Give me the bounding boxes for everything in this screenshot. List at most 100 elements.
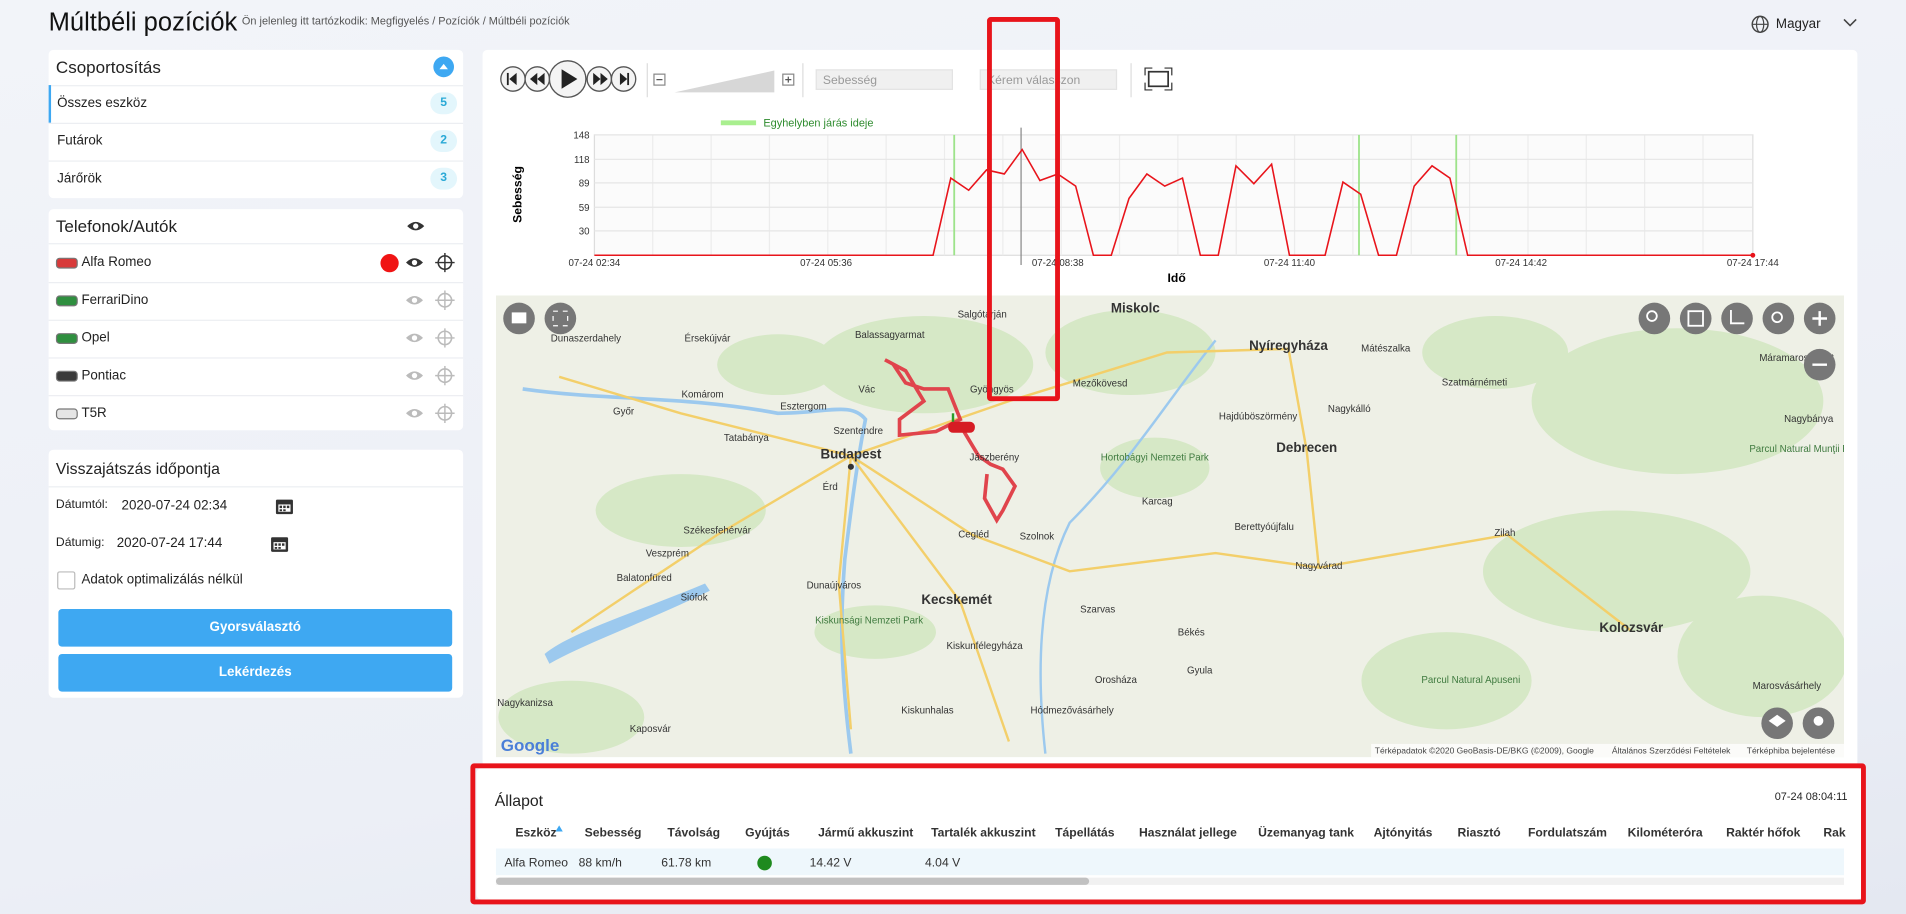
divider — [1130, 63, 1132, 98]
panel-title: Csoportosítás — [55, 57, 161, 77]
column-header[interactable]: Jármű akkuszint — [818, 826, 914, 840]
map-label: Szentendre — [833, 426, 883, 437]
google-logo: Google — [501, 736, 560, 755]
river-tisza — [1039, 339, 1217, 754]
map-label: Békés — [1178, 628, 1205, 639]
separator — [48, 395, 464, 397]
scrollbar-thumb[interactable] — [495, 877, 1090, 885]
checkbox[interactable] — [57, 571, 76, 590]
speed-select[interactable]: Sebesség — [815, 69, 953, 90]
device-name[interactable]: FerrariDino — [81, 292, 149, 308]
from-input[interactable]: 2020-07-24 02:34 — [121, 498, 228, 513]
map-label: Érd — [823, 482, 838, 493]
column-header[interactable]: Gyújtás — [745, 826, 790, 840]
map-label: Nagybánya — [1784, 414, 1834, 425]
column-header[interactable]: Üzemanyag tank — [1258, 826, 1355, 840]
map-label: Gyula — [1187, 665, 1213, 676]
terms-link[interactable]: Általános Szerződési Feltételek — [1612, 746, 1731, 756]
attribution-bar — [1371, 743, 1845, 758]
speed-line — [594, 148, 1753, 257]
legend-label: Egyhelyben járás ideje — [763, 117, 873, 129]
separator — [48, 319, 464, 321]
map-label: Szolnok — [1020, 532, 1055, 543]
group-item[interactable]: Összes eszköz — [57, 96, 148, 111]
language-select[interactable]: Magyar — [1775, 17, 1821, 32]
map-label: Hortobágyi Nemzeti Park — [1101, 453, 1209, 464]
color-dot — [380, 254, 399, 273]
calendar-icon[interactable] — [275, 497, 294, 515]
column-header[interactable]: Rak — [1823, 826, 1846, 840]
map[interactable]: Dunaszerdahely Érsekújvár Balassagyarmat Sa… — [495, 295, 1845, 758]
ignition-indicator — [757, 855, 772, 871]
map-label: Hajdúböszörmény — [1219, 411, 1297, 422]
divider — [646, 63, 648, 98]
separator — [48, 357, 464, 359]
column-header[interactable]: Fordulatszám — [1527, 826, 1607, 840]
car-marker — [948, 413, 975, 433]
separator — [48, 243, 464, 245]
device-name[interactable]: Opel — [81, 330, 110, 346]
column-header[interactable]: Ajtónyitás — [1373, 826, 1433, 840]
map-label: Kiskunhalas — [901, 706, 954, 717]
device-name[interactable]: T5R — [81, 405, 107, 421]
sort-indicator — [555, 825, 563, 832]
globe-icon — [1751, 15, 1769, 33]
column-header[interactable]: Tartalék akkuszint — [931, 826, 1036, 840]
x-axis-label: Idő — [1168, 271, 1186, 285]
map-label: Nyíregyháza — [1249, 338, 1328, 353]
panel-title: Telefonok/Autók — [55, 216, 178, 236]
x-tick-label: 07-24 02:34 — [568, 258, 620, 269]
map-label: Cegléd — [958, 529, 989, 540]
city-dot — [847, 463, 854, 470]
map-label: Kecskemét — [921, 592, 992, 607]
column-header[interactable]: Használat jellege — [1138, 826, 1237, 840]
checkbox-label[interactable]: Adatok optimalizálás nélkül — [81, 572, 243, 588]
locate-cross — [435, 290, 455, 310]
map-label: Gyöngyös — [970, 385, 1014, 396]
map-buttons — [503, 302, 1836, 740]
collapse-button[interactable] — [433, 56, 455, 78]
device-name[interactable]: Alfa Romeo — [81, 255, 152, 270]
zoom-box-button[interactable] — [1762, 302, 1795, 335]
map-label: Hódmezővásárhely — [1031, 706, 1114, 717]
speed-slider[interactable] — [653, 68, 799, 95]
calendar-icon[interactable] — [270, 535, 289, 553]
expand-button[interactable] — [1679, 302, 1712, 335]
column-header[interactable]: Sebesség — [584, 826, 642, 840]
query-button[interactable]: Lekérdezés — [58, 653, 453, 692]
map-label: Máramarossziget — [1759, 353, 1834, 364]
device-actions — [405, 290, 455, 310]
column-header[interactable]: Riasztó — [1457, 826, 1501, 840]
column-header[interactable]: Tápellátás — [1055, 826, 1115, 840]
fullscreen-button[interactable] — [544, 302, 577, 335]
column-header[interactable]: Kilométeróra — [1627, 826, 1703, 840]
map-label: Karcag — [1142, 496, 1173, 507]
y-tick-label: 89 — [579, 179, 590, 190]
end-point — [1750, 252, 1756, 258]
column-header[interactable]: Raktér hőfok — [1726, 826, 1801, 840]
car-icon — [55, 370, 78, 382]
chevron[interactable] — [1843, 17, 1858, 29]
roads — [558, 347, 1633, 742]
device-name[interactable]: Pontiac — [81, 368, 127, 383]
map-label: Debrecen — [1276, 440, 1337, 455]
column-header[interactable]: Eszköz — [515, 826, 557, 840]
quick-select-button[interactable]: Gyorsválasztó — [58, 608, 453, 647]
separator — [48, 486, 464, 488]
fit-button[interactable] — [1143, 66, 1175, 93]
breadcrumb[interactable]: Ön jelenleg itt tartózkodik: Megfigyelés… — [241, 14, 570, 27]
group-item[interactable]: Járőrök — [57, 171, 102, 186]
crop-button[interactable] — [1721, 302, 1753, 335]
map-label: Siófok — [681, 592, 708, 603]
column-header[interactable]: Távolság — [667, 826, 721, 840]
search-button[interactable] — [1638, 302, 1671, 335]
eye-icon[interactable] — [406, 219, 425, 234]
device-actions — [405, 403, 455, 424]
to-input[interactable]: 2020-07-24 17:44 — [116, 536, 223, 551]
report-link[interactable]: Térképhiba bejelentése — [1747, 746, 1836, 756]
group-item[interactable]: Futárok — [57, 133, 103, 149]
from-label: Dátumtól: — [55, 498, 108, 512]
car-icon — [55, 257, 78, 269]
y-tick-label: 59 — [579, 203, 590, 214]
